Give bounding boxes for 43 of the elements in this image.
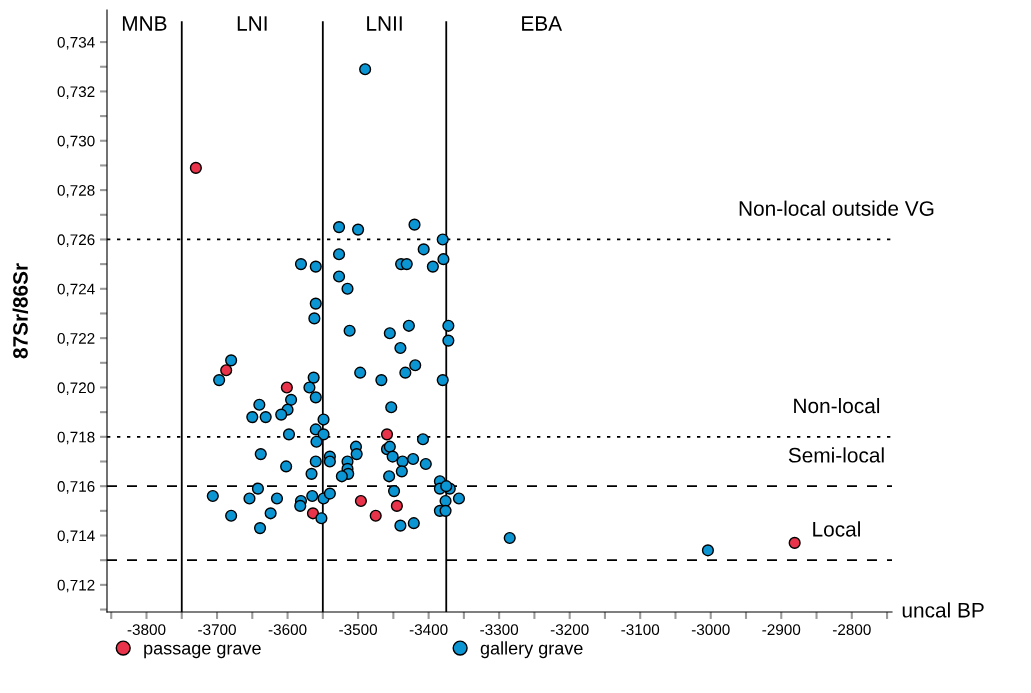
ref-line-label: Non-local outside VG <box>739 200 934 216</box>
y-tick-label: 0,712 <box>57 579 95 593</box>
annotation: LNII <box>367 16 402 31</box>
x-tick-label: -3600 <box>268 624 307 636</box>
x-tick-label: -3000 <box>691 624 730 636</box>
x-tick-label: -3500 <box>339 624 378 636</box>
point <box>788 536 801 549</box>
y-tick-label: 0,724 <box>57 283 95 297</box>
y-tick-label: 0,720 <box>57 382 95 395</box>
y-tick-label: 0,734 <box>57 36 95 50</box>
point <box>220 364 233 377</box>
point <box>189 161 202 174</box>
y-tick-label: 0,730 <box>57 135 95 149</box>
y-tick-label: 0,718 <box>57 431 95 445</box>
x-tick-label: -3800 <box>127 624 166 636</box>
x-tick-label: -3300 <box>480 624 519 636</box>
ref-line-label: Local <box>813 521 860 537</box>
point <box>369 509 382 522</box>
ref-line-label: Semi-local <box>788 447 884 463</box>
legend-label: gallery grave <box>480 641 583 659</box>
point <box>380 428 394 441</box>
legend-label: passage grave <box>144 644 261 659</box>
point <box>354 494 367 508</box>
x-tick-label: -3400 <box>409 624 448 636</box>
point <box>390 499 403 512</box>
y-tick-label: 0,728 <box>57 184 95 198</box>
ref-line-label: Non-local <box>794 397 880 414</box>
x-tick-label: -3200 <box>550 624 589 636</box>
y-tick-label: 0,726 <box>57 234 95 247</box>
annotation: MNB <box>122 16 167 31</box>
point <box>280 381 293 394</box>
y-tick-label: 0,732 <box>57 86 95 99</box>
x-tick-label: -2800 <box>832 624 871 636</box>
x-axis-title: uncal BP <box>902 602 984 618</box>
annotation: EBA <box>522 16 563 31</box>
y-tick-label: 0,716 <box>57 481 95 494</box>
y-tick-label: 0,722 <box>57 333 95 346</box>
y-tick-label: 0,714 <box>57 530 95 544</box>
annotation: LNI <box>237 16 267 31</box>
y-axis-title: 87Sr/86Sr <box>12 263 29 359</box>
x-tick-label: -3100 <box>621 624 660 636</box>
x-tick-label: -3700 <box>198 624 236 636</box>
x-tick-label: -2900 <box>762 624 801 636</box>
